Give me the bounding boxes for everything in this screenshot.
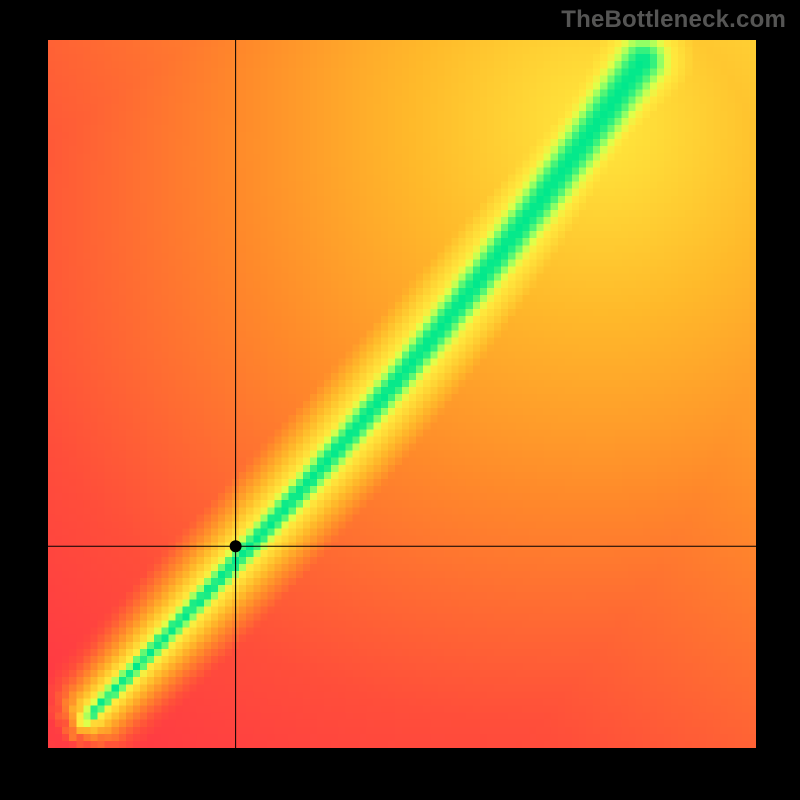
bottleneck-heatmap — [48, 40, 756, 748]
chart-container: { "watermark": "TheBottleneck.com", "wat… — [0, 0, 800, 800]
watermark-text: TheBottleneck.com — [561, 6, 786, 34]
